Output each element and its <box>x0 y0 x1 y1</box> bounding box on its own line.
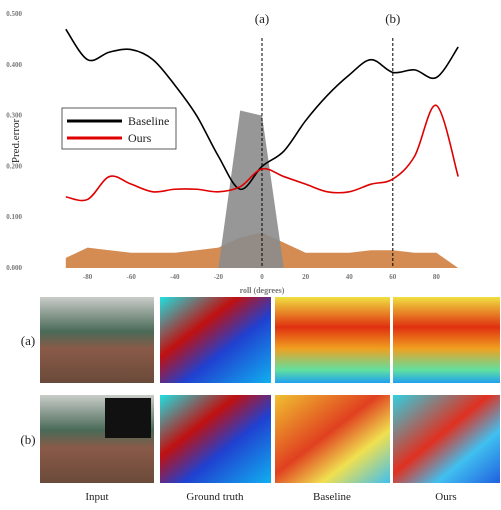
image <box>160 395 271 483</box>
image-grid: (a) (b) Input Ground truth Baseline Ours <box>20 297 500 503</box>
x-tick-label: 0 <box>260 273 264 281</box>
legend-label: Ours <box>128 131 152 145</box>
x-tick-label: -80 <box>83 273 93 281</box>
line <box>65 104 459 202</box>
column-label: Input <box>85 491 108 503</box>
image <box>393 297 500 383</box>
area <box>218 110 284 269</box>
x-tick-label: -20 <box>214 273 224 281</box>
line <box>65 28 459 191</box>
x-tick-label: 20 <box>302 273 310 281</box>
column-label: Ground truth <box>186 491 244 503</box>
y-tick-label: 0.100 <box>6 213 22 221</box>
y-tick-label: 0.400 <box>6 61 22 69</box>
x-axis-label: roll (degrees) <box>240 286 285 295</box>
column-label: Baseline <box>313 491 351 503</box>
image <box>393 395 500 483</box>
x-tick-label: -40 <box>170 273 180 281</box>
annotation-label: (b) <box>385 11 400 26</box>
image <box>160 297 271 383</box>
y-tick-label: 0.200 <box>6 162 22 170</box>
image <box>40 297 154 383</box>
image <box>275 395 390 483</box>
row-label: (b) <box>20 432 35 447</box>
y-axis-label: Pred.error <box>10 119 22 164</box>
x-tick-label: -60 <box>127 273 137 281</box>
y-tick-label: 0.500 <box>6 10 22 18</box>
legend-box <box>61 107 177 150</box>
row-label: (a) <box>21 333 35 348</box>
image <box>275 297 390 383</box>
x-tick-label: 80 <box>433 273 441 281</box>
y-tick-label: 0.300 <box>6 112 22 120</box>
chart: 0.000 0.100 0.200 0.300 0.400 0.500 -80 -60 -40 -… <box>6 10 459 295</box>
x-tick-label: 60 <box>389 273 397 281</box>
inset-image <box>105 398 151 438</box>
annotation-label: (a) <box>255 11 269 26</box>
legend-label: Baseline <box>128 114 169 128</box>
column-label: Ours <box>435 491 456 503</box>
x-tick-label: 40 <box>346 273 354 281</box>
y-tick-label: 0.000 <box>6 264 22 272</box>
